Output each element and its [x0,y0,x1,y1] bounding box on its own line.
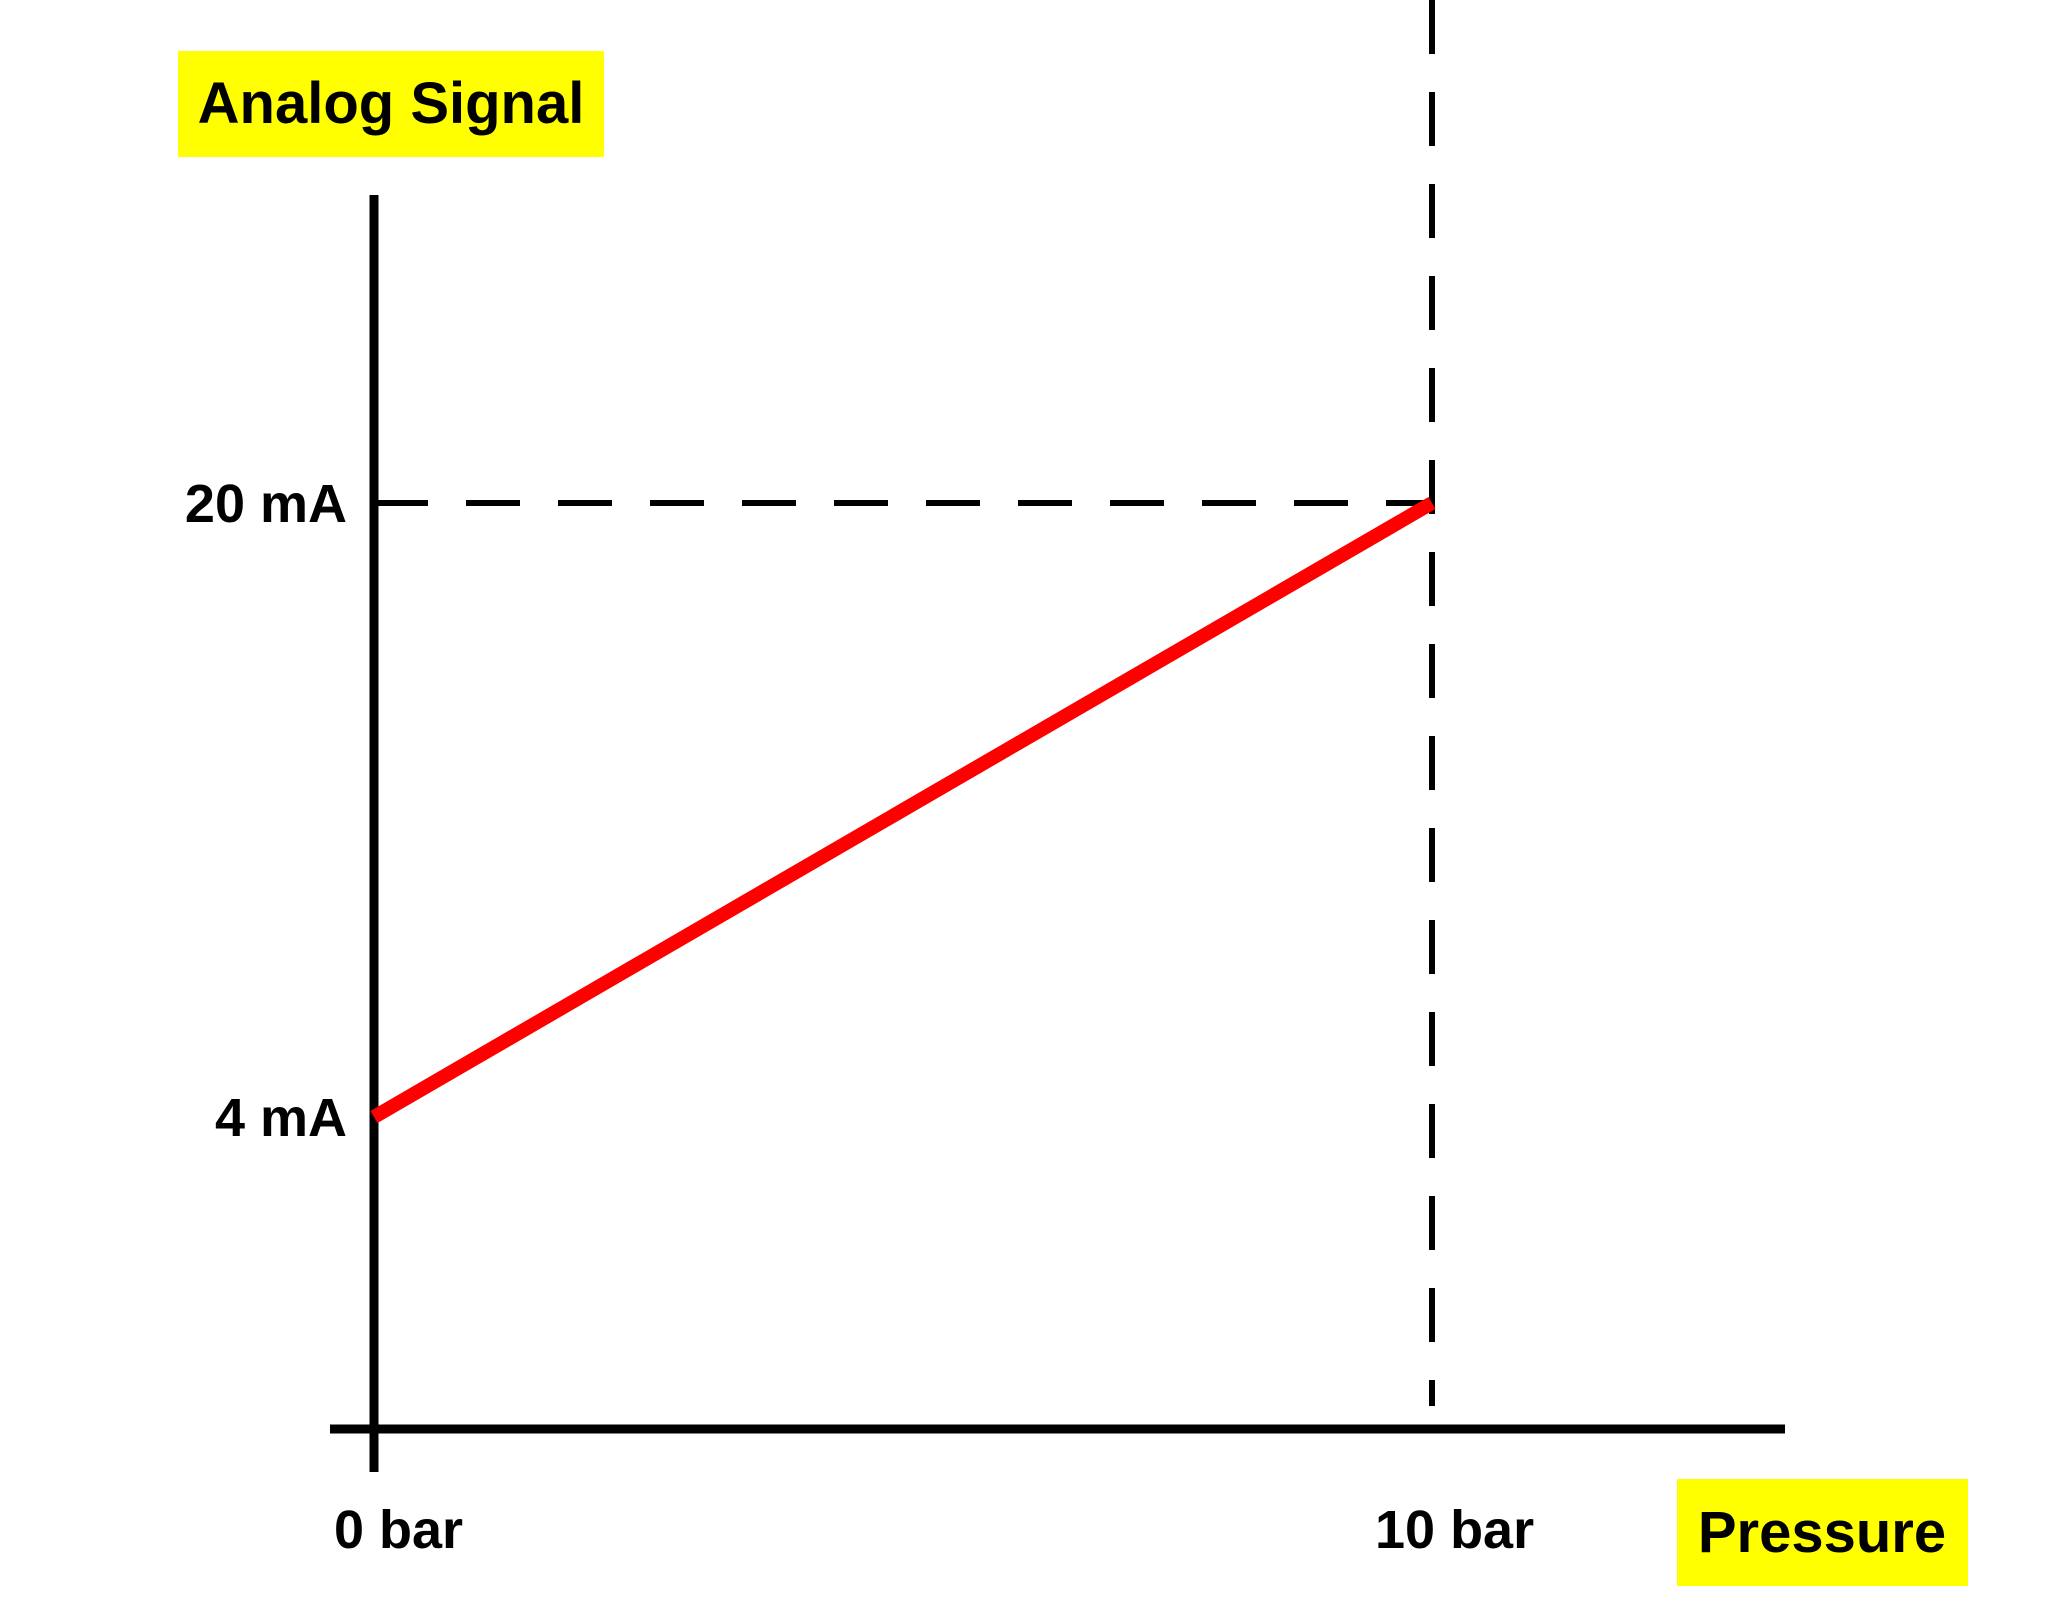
y-tick-label-4ma: 4 mA [215,1088,347,1148]
y-tick-label-20ma: 20 mA [185,474,347,534]
x-axis-title: Pressure [1698,1500,1946,1565]
x-tick-label-0bar: 0 bar [334,1500,463,1560]
y-axis-title: Analog Signal [198,71,585,136]
x-tick-label-10bar: 10 bar [1375,1500,1534,1560]
y-axis-title-highlight [178,51,604,157]
x-axis-title-highlight [1677,1479,1968,1586]
signal-line [370,496,1436,1124]
